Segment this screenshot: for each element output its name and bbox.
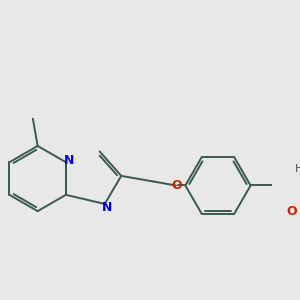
- Text: O: O: [171, 179, 182, 192]
- Text: H: H: [295, 164, 300, 174]
- Text: N: N: [102, 201, 112, 214]
- Text: O: O: [286, 205, 297, 218]
- Text: N: N: [64, 154, 74, 167]
